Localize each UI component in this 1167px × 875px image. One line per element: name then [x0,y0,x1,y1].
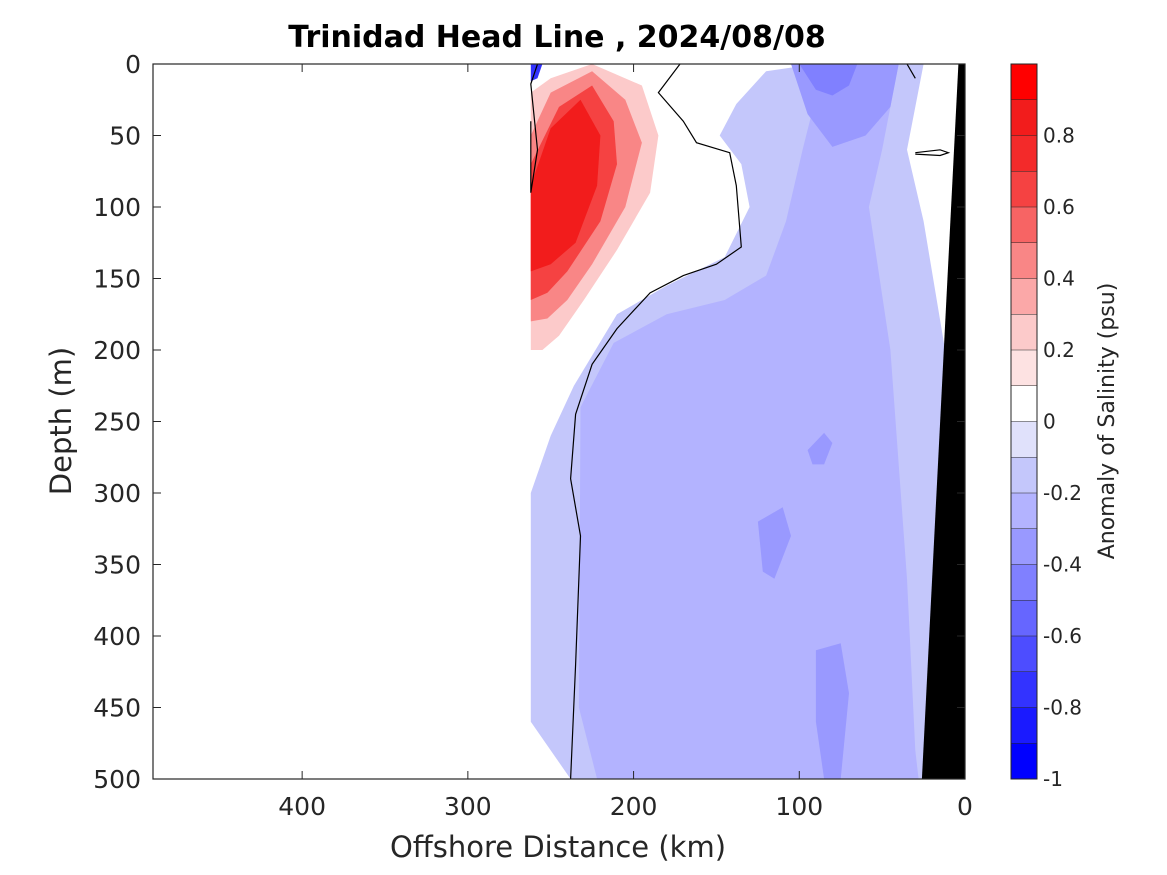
y-tick-label: 400 [93,622,141,651]
colorbar-tick-label: 0.4 [1043,267,1075,291]
colorbar-swatch [1011,242,1037,279]
contour-fill-layer [530,64,946,779]
colorbar-swatch [1011,564,1037,601]
colorbar-swatch [1011,743,1037,779]
colorbar-swatch [1011,707,1037,744]
colorbar-tick-label: 0.6 [1043,195,1075,219]
x-tick-label: 300 [444,792,492,821]
colorbar-frame [1010,63,1038,780]
colorbar-tick-label: -1 [1043,767,1063,791]
chart-title: Trinidad Head Line , 2024/08/08 [288,20,825,55]
y-tick-label: 500 [93,765,141,794]
colorbar: 0.8 0.6 0.4 0.2 0 -0.2 -0.4 -0.6 -0.8 -1 [1010,63,1082,791]
colorbar-swatch [1011,314,1037,350]
colorbar-swatch [1011,64,1037,100]
colorbar-swatch [1011,528,1037,565]
colorbar-swatch [1011,421,1037,458]
x-axis: 400 300 200 100 0 [278,64,973,821]
colorbar-tick-label: -0.6 [1043,624,1082,648]
colorbar-tick-label: 0 [1043,410,1056,434]
bathymetry-seafloor [921,64,965,779]
x-tick-label: 200 [610,792,658,821]
colorbar-swatch [1011,135,1037,172]
colorbar-swatch [1011,207,1037,243]
y-axis: 0 50 100 150 200 250 300 350 400 450 500 [93,50,965,794]
y-tick-label: 300 [93,479,141,508]
y-tick-label: 450 [93,694,141,723]
colorbar-swatch [1011,493,1037,529]
y-tick-label: 250 [93,408,141,437]
contour-region-negative-patch-430m [815,643,849,779]
contour-region-negative-patch-upper [749,64,899,147]
colorbar-swatch [1011,171,1037,207]
colorbar-swatch [1011,99,1037,136]
bathymetry-layer [921,64,965,779]
colorbar-swatch [1011,636,1037,672]
colorbar-tick-label: -0.4 [1043,553,1082,577]
colorbar-title: Anomaly of Salinity (psu) [1095,283,1120,560]
zero-contour-line-0 [569,64,742,779]
y-tick-label: 200 [93,336,141,365]
colorbar-tick-label: -0.8 [1043,696,1082,720]
zero-contour-line-1 [530,64,539,193]
x-tick-label: 0 [957,792,973,821]
colorbar-tick-label: -0.2 [1043,481,1082,505]
y-tick-label: 50 [109,122,141,151]
contour-region-negative-patch-300m [757,507,791,579]
colorbar-swatch [1011,278,1037,315]
contour-region-negative-core-upper [799,64,858,96]
x-tick-label: 100 [775,792,823,821]
y-axis-title: Depth (m) [44,347,78,495]
colorbar-swatch [1011,385,1037,422]
colorbar-swatch [1011,671,1037,708]
colorbar-swatch [1011,600,1037,636]
contour-region-negative-patch-270m [807,432,833,465]
contour-region-positive-core [530,99,601,272]
colorbar-tick-label: 0.8 [1043,124,1075,148]
colorbar-swatch [1011,350,1037,386]
colorbar-swatch [1011,457,1037,493]
colorbar-tick-label: 0.2 [1043,338,1075,362]
x-tick-label: 400 [278,792,326,821]
zero-contour-line-3 [915,149,951,157]
y-tick-label: 150 [93,265,141,294]
y-tick-label: 0 [125,50,141,79]
zero-contour-line-2 [906,64,916,79]
x-axis-title: Offshore Distance (km) [390,830,726,864]
contour-region-moderate-negative [578,64,919,779]
y-tick-label: 100 [93,193,141,222]
zero-contour-layer [530,64,951,779]
y-tick-label: 350 [93,551,141,580]
